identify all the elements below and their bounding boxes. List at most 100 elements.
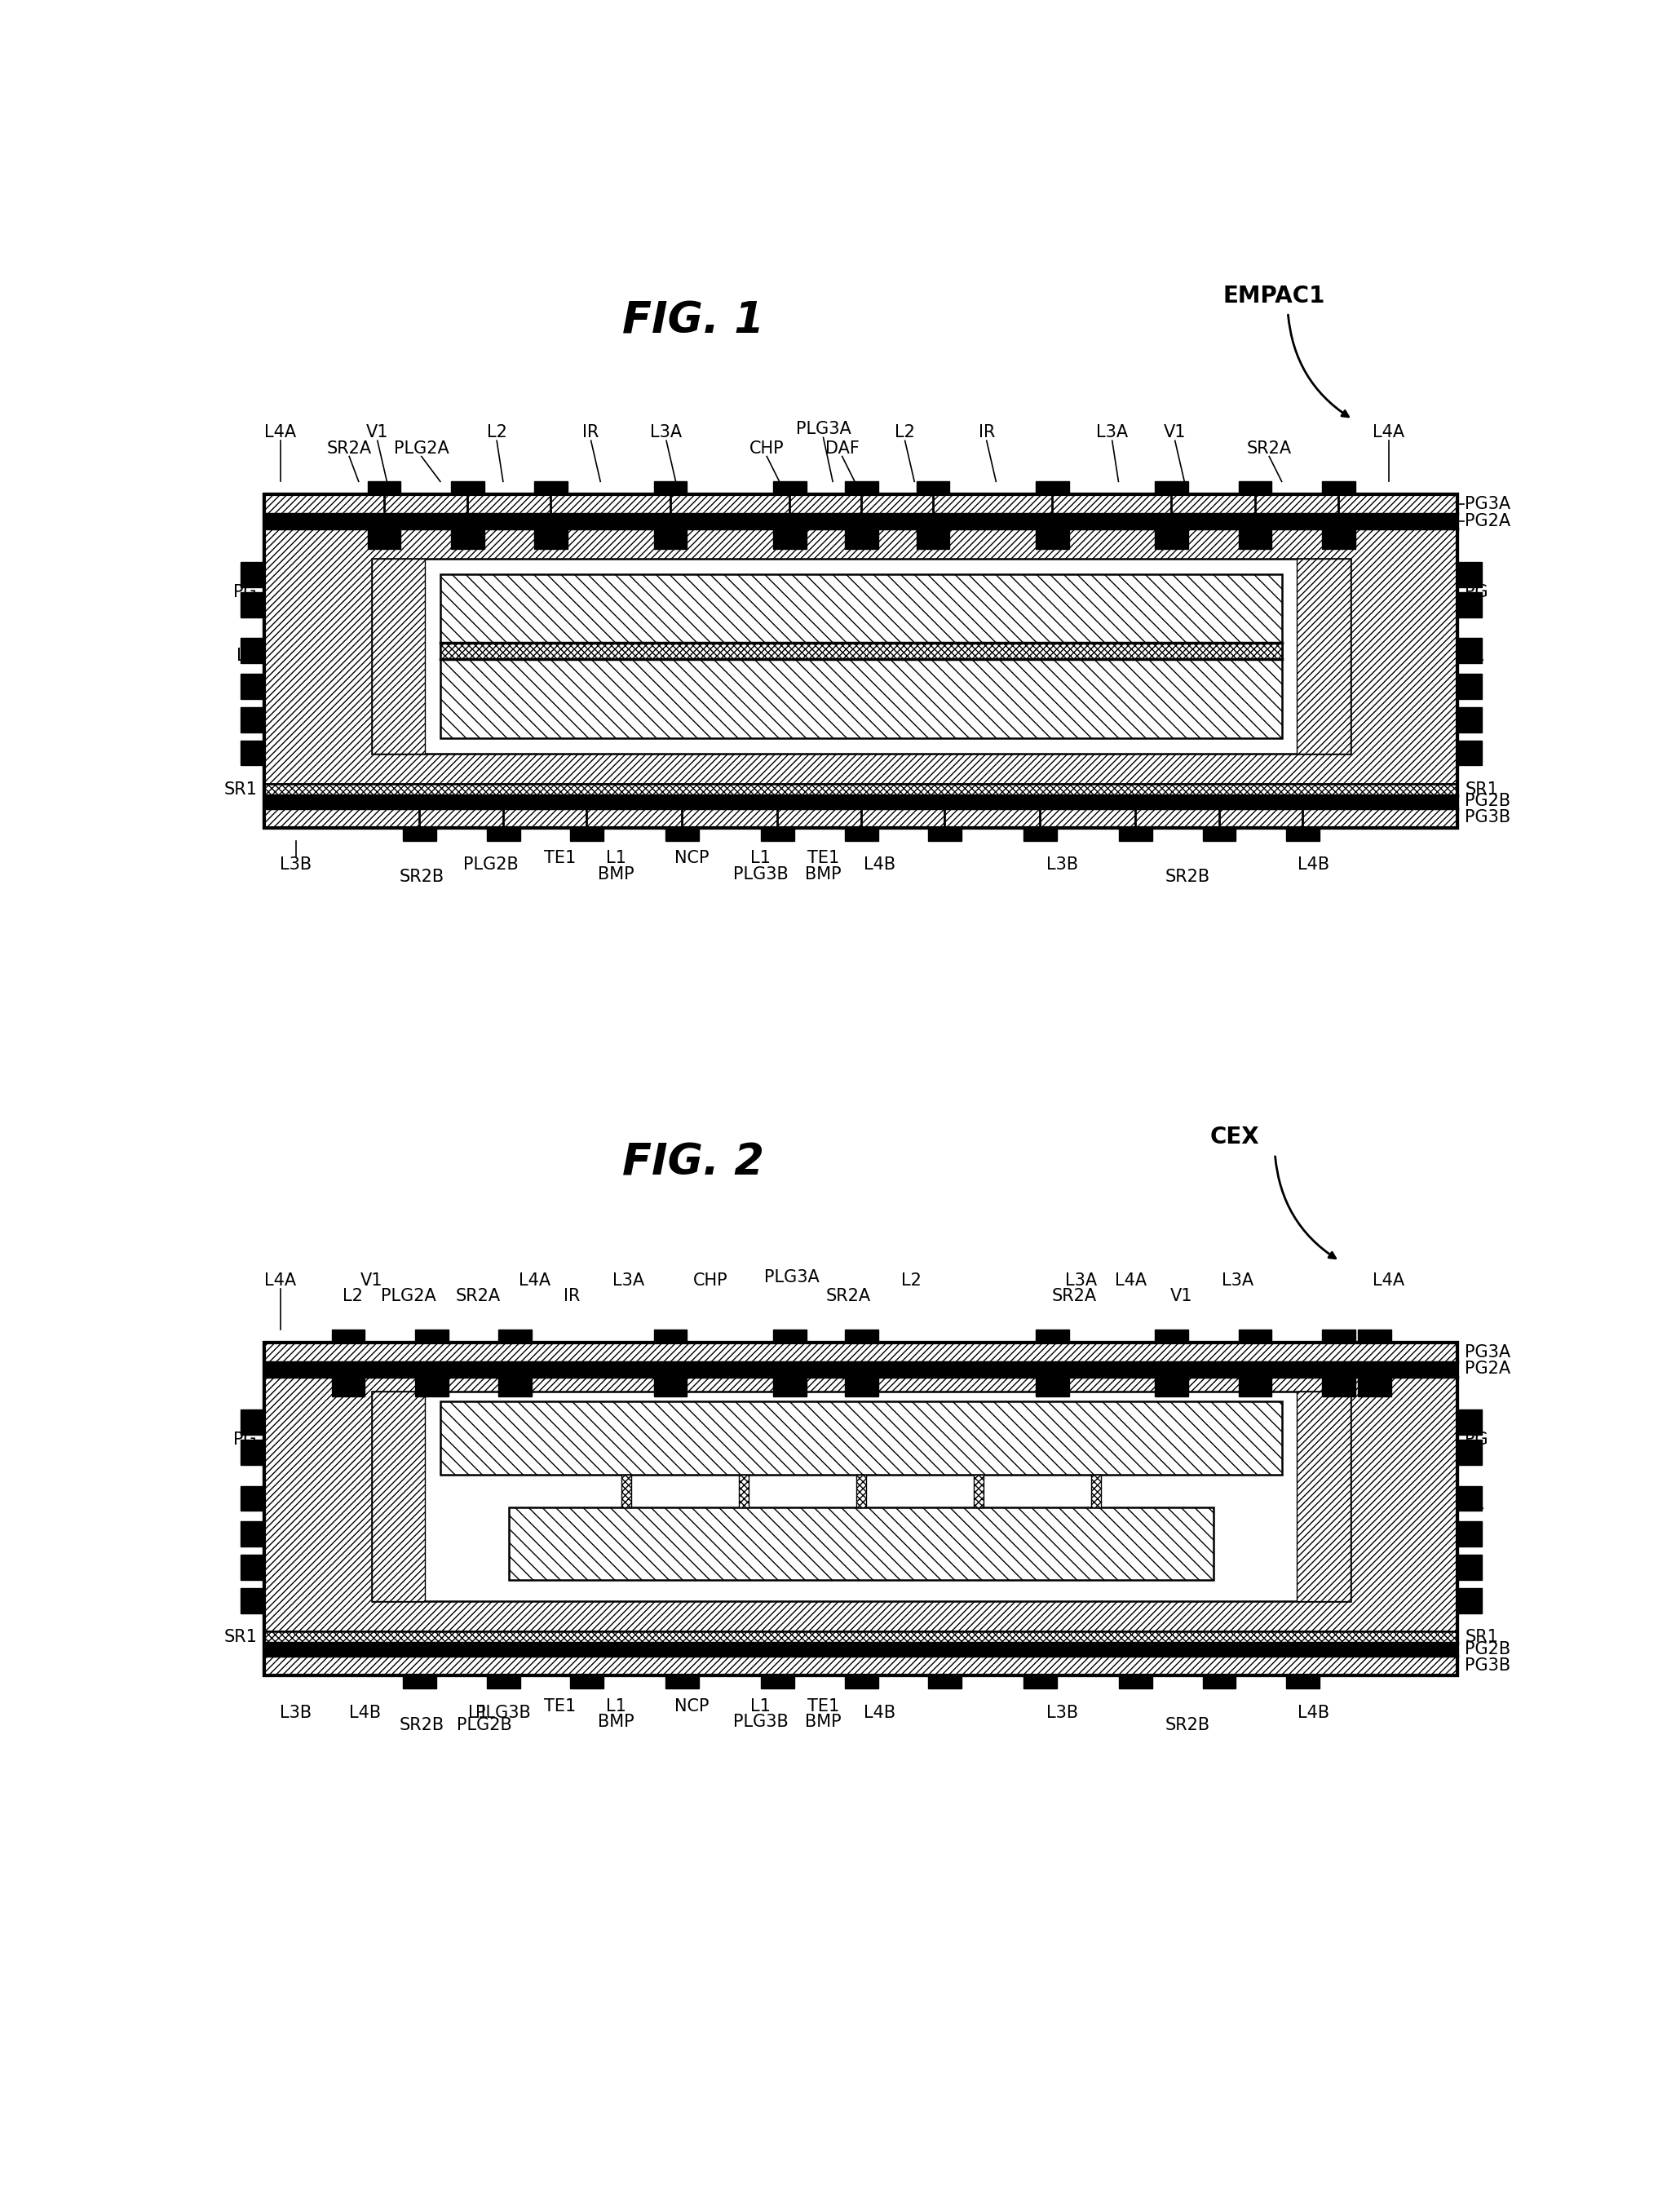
Bar (240, 1554, 264, 1580)
Text: L1: L1 (1465, 1495, 1485, 1513)
Bar (916, 529, 949, 549)
Text: PG: PG (234, 1432, 257, 1447)
Bar (509, 1506, 1213, 1580)
Bar (1297, 560, 1351, 754)
Text: SR1: SR1 (223, 1629, 257, 1646)
Bar (1357, 1362, 1391, 1377)
Bar (570, 796, 603, 809)
Text: TE1: TE1 (808, 1699, 840, 1714)
Bar (1154, 1377, 1188, 1397)
Bar (1287, 796, 1319, 809)
Text: NCP: NCP (674, 1699, 709, 1714)
Text: L4B: L4B (1297, 1705, 1329, 1720)
Text: PG2A: PG2A (1465, 514, 1510, 529)
Bar (1458, 741, 1482, 765)
Bar (534, 529, 568, 549)
Bar (368, 514, 402, 529)
Bar (665, 828, 699, 842)
Bar (1035, 529, 1068, 549)
Text: DAF: DAF (825, 439, 858, 457)
Bar (264, 1342, 1458, 1674)
Bar (973, 1476, 983, 1506)
Bar (1458, 706, 1482, 732)
Bar (240, 673, 264, 700)
Text: L4B: L4B (864, 1705, 895, 1720)
Bar (1458, 1521, 1482, 1548)
Bar (1458, 638, 1482, 662)
Bar (264, 514, 1458, 529)
Bar (761, 828, 795, 842)
Bar (665, 1644, 699, 1657)
Bar (1322, 1362, 1356, 1377)
Bar (440, 1401, 1282, 1476)
Bar (857, 1476, 865, 1506)
Bar (1357, 1377, 1391, 1397)
Bar (845, 1674, 879, 1688)
Bar (1023, 796, 1057, 809)
Bar (1238, 1329, 1272, 1342)
Text: L4A: L4A (264, 424, 296, 442)
Bar (499, 1329, 533, 1342)
Bar (845, 1377, 879, 1397)
Bar (1023, 1674, 1057, 1688)
Bar (654, 1377, 687, 1397)
Text: PLG3B: PLG3B (732, 866, 788, 883)
Bar (761, 1644, 795, 1657)
Bar (403, 796, 437, 809)
Bar (1238, 481, 1272, 494)
Text: PG2B: PG2B (1465, 1642, 1510, 1657)
Bar (240, 638, 264, 662)
Bar (1154, 1329, 1188, 1342)
Text: L3B: L3B (1047, 1705, 1079, 1720)
Text: SR2A: SR2A (1052, 1288, 1097, 1305)
Text: BMP: BMP (805, 866, 842, 883)
Text: PG: PG (234, 584, 257, 601)
Bar (773, 529, 806, 549)
Bar (264, 529, 1458, 783)
Text: FIG. 2: FIG. 2 (622, 1141, 764, 1185)
Bar (773, 514, 806, 529)
Bar (368, 529, 402, 549)
Bar (927, 796, 961, 809)
Text: L1: L1 (606, 1699, 627, 1714)
Bar (927, 1644, 961, 1657)
Text: BMP: BMP (805, 1714, 842, 1729)
Bar (264, 1377, 1458, 1631)
Bar (368, 481, 402, 494)
Text: PLG2A: PLG2A (381, 1288, 437, 1305)
Bar (654, 529, 687, 549)
Bar (240, 1521, 264, 1548)
Text: SR2A: SR2A (326, 439, 371, 457)
Bar (1119, 1644, 1152, 1657)
Bar (1322, 529, 1356, 549)
Bar (773, 1377, 806, 1397)
Bar (665, 796, 699, 809)
Bar (665, 1674, 699, 1688)
Text: NCP: NCP (674, 850, 709, 866)
Text: PLG2B: PLG2B (457, 1716, 512, 1733)
Text: L3A: L3A (1097, 424, 1129, 442)
Text: L2: L2 (900, 1272, 921, 1288)
Text: L1: L1 (467, 1705, 489, 1720)
Bar (264, 796, 1458, 809)
Text: IR: IR (583, 424, 600, 442)
Text: IR: IR (978, 424, 995, 442)
Bar (1203, 828, 1236, 842)
Bar (264, 1362, 1458, 1377)
Bar (570, 1644, 603, 1657)
Bar (331, 1362, 365, 1377)
Bar (240, 1410, 264, 1434)
Bar (415, 1377, 449, 1397)
Text: L4B: L4B (1297, 857, 1329, 872)
Text: V1: V1 (366, 424, 388, 442)
Bar (845, 481, 879, 494)
Bar (499, 1377, 533, 1397)
Bar (403, 1644, 437, 1657)
Bar (1035, 481, 1068, 494)
Bar (1119, 1674, 1152, 1688)
Bar (440, 575, 1282, 739)
Text: V1: V1 (1164, 424, 1186, 442)
Bar (773, 1329, 806, 1342)
Bar (371, 560, 425, 754)
Bar (1238, 514, 1272, 529)
